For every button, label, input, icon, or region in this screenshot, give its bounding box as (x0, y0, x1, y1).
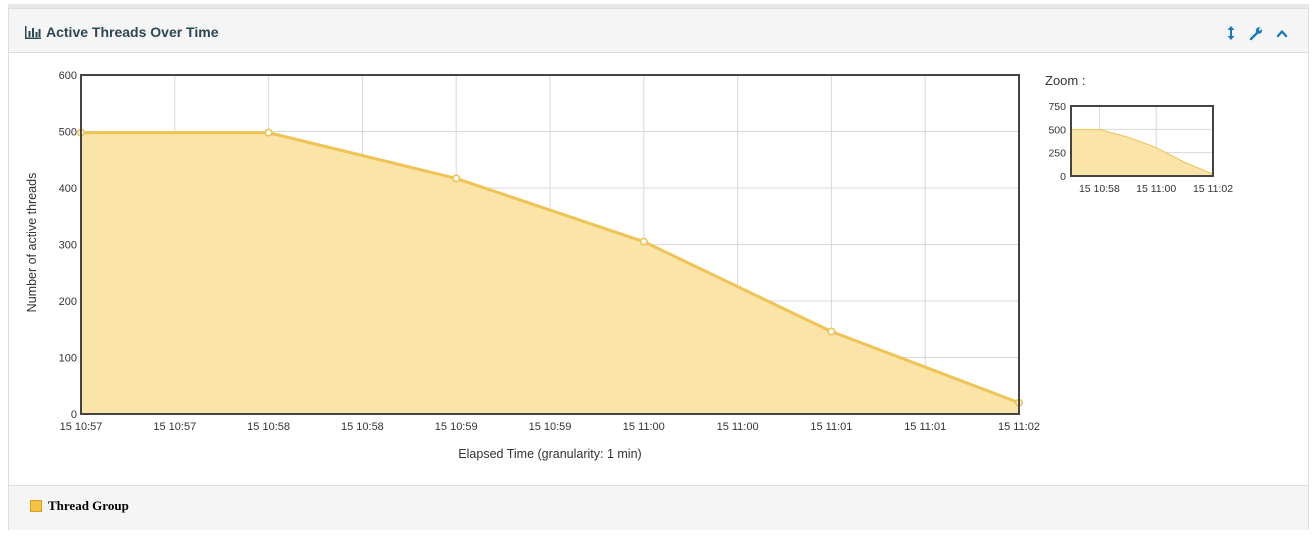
wrench-icon[interactable] (1249, 25, 1263, 41)
zoom-y-tick-label: 0 (1060, 171, 1066, 183)
panel-header: Active Threads Over Time (9, 9, 1308, 53)
x-tick-label: 15 11:01 (810, 421, 852, 433)
zoom-x-tick-label: 15 11:02 (1193, 183, 1233, 195)
y-tick-label: 300 (59, 240, 77, 252)
chart-panel: Active Threads Over Time 15 10:57 15 10:5… (8, 8, 1309, 530)
x-tick-label: 15 10:59 (435, 421, 478, 433)
vertical-resize-icon[interactable] (1224, 25, 1238, 41)
legend-swatch[interactable] (30, 500, 42, 512)
x-axis-title: Elapsed Time (granularity: 1 min) (458, 447, 641, 461)
x-tick-label: 15 10:57 (60, 421, 103, 433)
zoom-series-area (1071, 129, 1213, 176)
zoom-chart[interactable]: 750 500 250 0 15 10:58 15 11:00 15 11:02 (1039, 93, 1239, 203)
data-point (639, 237, 648, 246)
y-tick-label: 200 (59, 296, 77, 308)
x-tick-label: 15 11:02 (998, 421, 1040, 433)
panel-title: Active Threads Over Time (46, 24, 219, 40)
y-tick-label: 0 (71, 409, 77, 421)
data-point (827, 327, 836, 336)
zoom-y-tick-label: 500 (1048, 124, 1066, 136)
x-tick-label: 15 10:58 (247, 421, 290, 433)
zoom-x-tick-label: 15 10:58 (1079, 183, 1120, 195)
x-tick-label: 15 10:58 (341, 421, 384, 433)
zoom-label: Zoom : (1045, 73, 1086, 88)
zoom-frame (1070, 105, 1214, 177)
zoom-y-tick-label: 750 (1048, 101, 1066, 113)
x-tick-label: 15 11:00 (623, 421, 665, 433)
bar-chart-icon (25, 26, 41, 39)
series-area (81, 132, 1019, 414)
x-tick-label: 15 11:01 (904, 421, 946, 433)
plot-frame (80, 74, 1020, 415)
y-axis-title: Number of active threads (25, 173, 39, 313)
main-chart[interactable]: 15 10:57 15 10:57 15 10:58 15 10:58 15 10:59… (9, 53, 1049, 483)
y-tick-label: 600 (59, 70, 77, 82)
legend-bar: Thread Group (9, 485, 1308, 530)
x-tick-label: 15 10:57 (153, 421, 196, 433)
chevron-up-icon[interactable] (1275, 25, 1289, 41)
zoom-series-line (1071, 129, 1214, 175)
series-line (81, 131, 1020, 405)
legend-label[interactable]: Thread Group (48, 498, 129, 513)
y-tick-label: 400 (59, 183, 77, 195)
zoom-y-tick-label: 250 (1048, 148, 1066, 160)
data-point (264, 128, 273, 137)
zoom-x-tick-label: 15 11:00 (1136, 183, 1176, 195)
y-tick-label: 500 (59, 127, 77, 139)
chart-area: 15 10:57 15 10:57 15 10:58 15 10:58 15 10:59… (9, 53, 1308, 485)
top-border-strip (8, 4, 1309, 8)
y-tick-label: 100 (59, 353, 77, 365)
x-tick-label: 15 10:59 (529, 421, 572, 433)
x-tick-label: 15 11:00 (717, 421, 759, 433)
data-point (452, 174, 461, 183)
